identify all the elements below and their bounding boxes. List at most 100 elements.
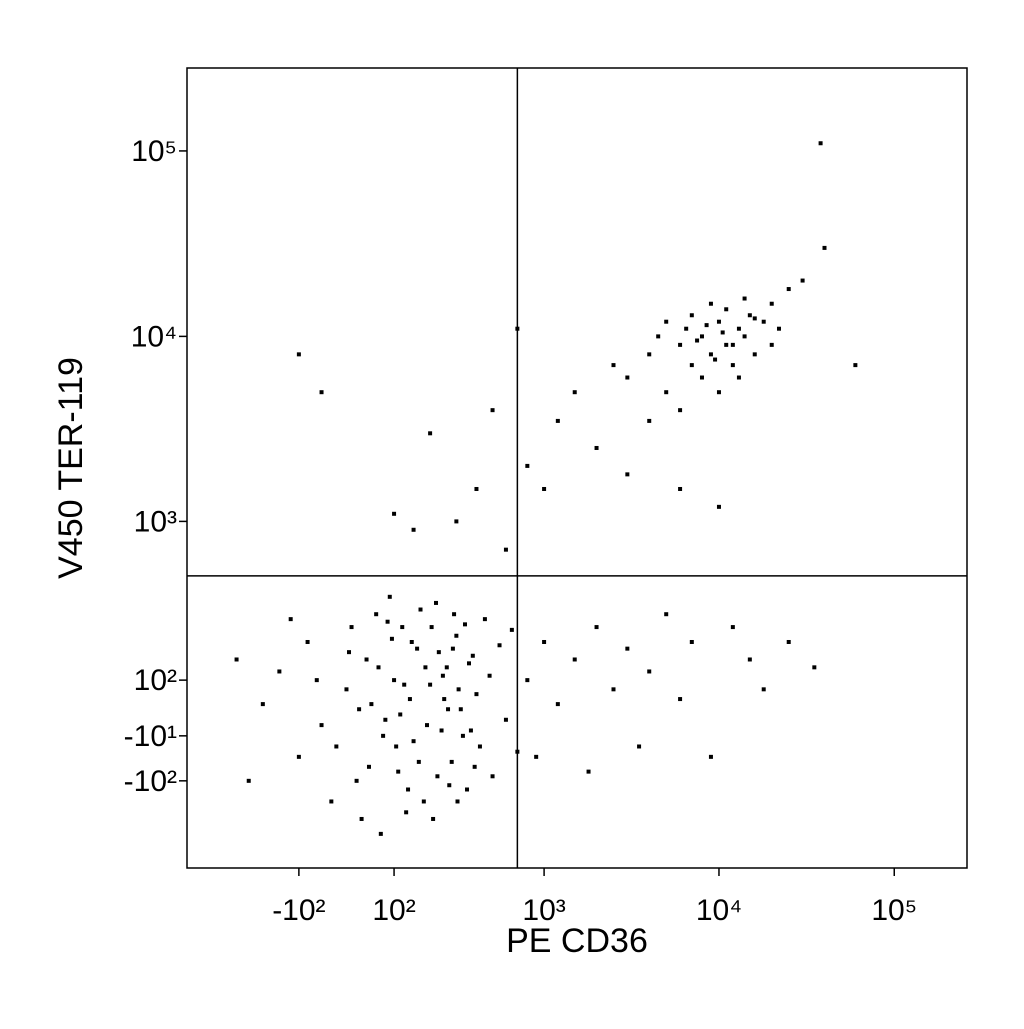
event-dot [555,702,560,707]
event-dot [435,774,440,779]
event-dot [359,816,364,821]
event-dot [761,319,766,324]
event-dot [515,749,520,754]
event-dot [354,778,359,783]
event-dot [428,431,433,436]
event-dot [392,511,397,516]
event-dot [378,831,383,836]
event-dot [497,643,502,648]
event-dot [474,486,479,491]
event-dot [458,707,463,712]
event-dot [689,313,694,318]
event-dot [296,754,301,759]
event-dot [423,665,428,670]
event-dot [277,669,282,674]
event-dot [555,418,560,423]
event-dot [656,334,661,339]
event-dot [509,627,514,632]
event-dot [786,287,791,292]
event-dot [456,687,461,692]
event-dot [400,625,405,630]
event-dot [800,278,805,283]
y-tick-label: -10² [124,765,177,798]
x-tick-label: 10² [372,894,415,927]
event-dot [376,665,381,670]
event-dot [713,357,718,362]
event-dot [708,754,713,759]
event-dot [246,778,251,783]
event-dot [678,342,683,347]
event-dot [724,342,729,347]
event-dot [357,707,362,712]
event-dot [383,717,388,722]
event-dot [466,661,471,666]
event-dot [752,352,757,357]
event-dot [344,687,349,692]
event-dot [366,764,371,769]
event-dot [415,646,420,651]
event-dot [572,390,577,395]
event-dot [747,313,752,318]
y-tick-label: 10³ [134,505,177,538]
event-dot [454,633,459,638]
event-dot [402,682,407,687]
event-dot [490,774,495,779]
event-dot [761,687,766,692]
event-dot [699,334,704,339]
event-dot [296,352,301,357]
event-dot [678,486,683,491]
event-dot [421,799,426,804]
event-dot [647,352,652,357]
event-dot [487,673,492,678]
event-dot [319,390,324,395]
event-dot [724,307,729,312]
event-dot [736,326,741,331]
event-dot [455,799,460,804]
event-dot [454,519,459,524]
event-dot [812,665,817,670]
event-dot [625,375,630,380]
y-tick-label: 10² [134,664,177,697]
event-dot [319,723,324,728]
event-dot [305,639,310,644]
event-dot [444,665,449,670]
event-dot [730,625,735,630]
y-axis-title: V450 TER-119 [52,357,90,579]
event-dot [398,712,403,717]
event-dot [369,702,374,707]
event-dot [411,739,416,744]
event-dot [664,612,669,617]
event-dot [611,687,616,692]
event-dot [392,678,397,683]
event-dot [234,657,239,662]
event-dot [449,759,454,764]
event-dot [436,650,441,655]
event-dot [452,612,457,617]
event-dot [637,744,642,749]
event-dot [818,141,823,146]
event-dot [853,363,858,368]
event-dot [347,650,352,655]
event-dot [594,445,599,450]
event-dot [525,463,530,468]
event-dot [472,764,477,769]
event-dot [411,527,416,532]
x-tick-label: -10² [272,894,325,927]
event-dot [664,390,669,395]
event-dot [260,702,265,707]
x-tick-label: 10³ [522,894,565,927]
event-dot [442,697,447,702]
event-dot [699,375,704,380]
event-dot [625,646,630,651]
event-dot [425,723,430,728]
event-dot [664,319,669,324]
event-dot [474,692,479,697]
event-dot [742,296,747,301]
event-dot [394,744,399,749]
x-tick-label: 10⁵ [871,894,917,927]
event-dot [525,678,530,683]
event-dot [708,352,713,357]
x-axis-title: PE CD36 [506,922,648,960]
event-dot [822,245,827,250]
event-dot [611,363,616,368]
